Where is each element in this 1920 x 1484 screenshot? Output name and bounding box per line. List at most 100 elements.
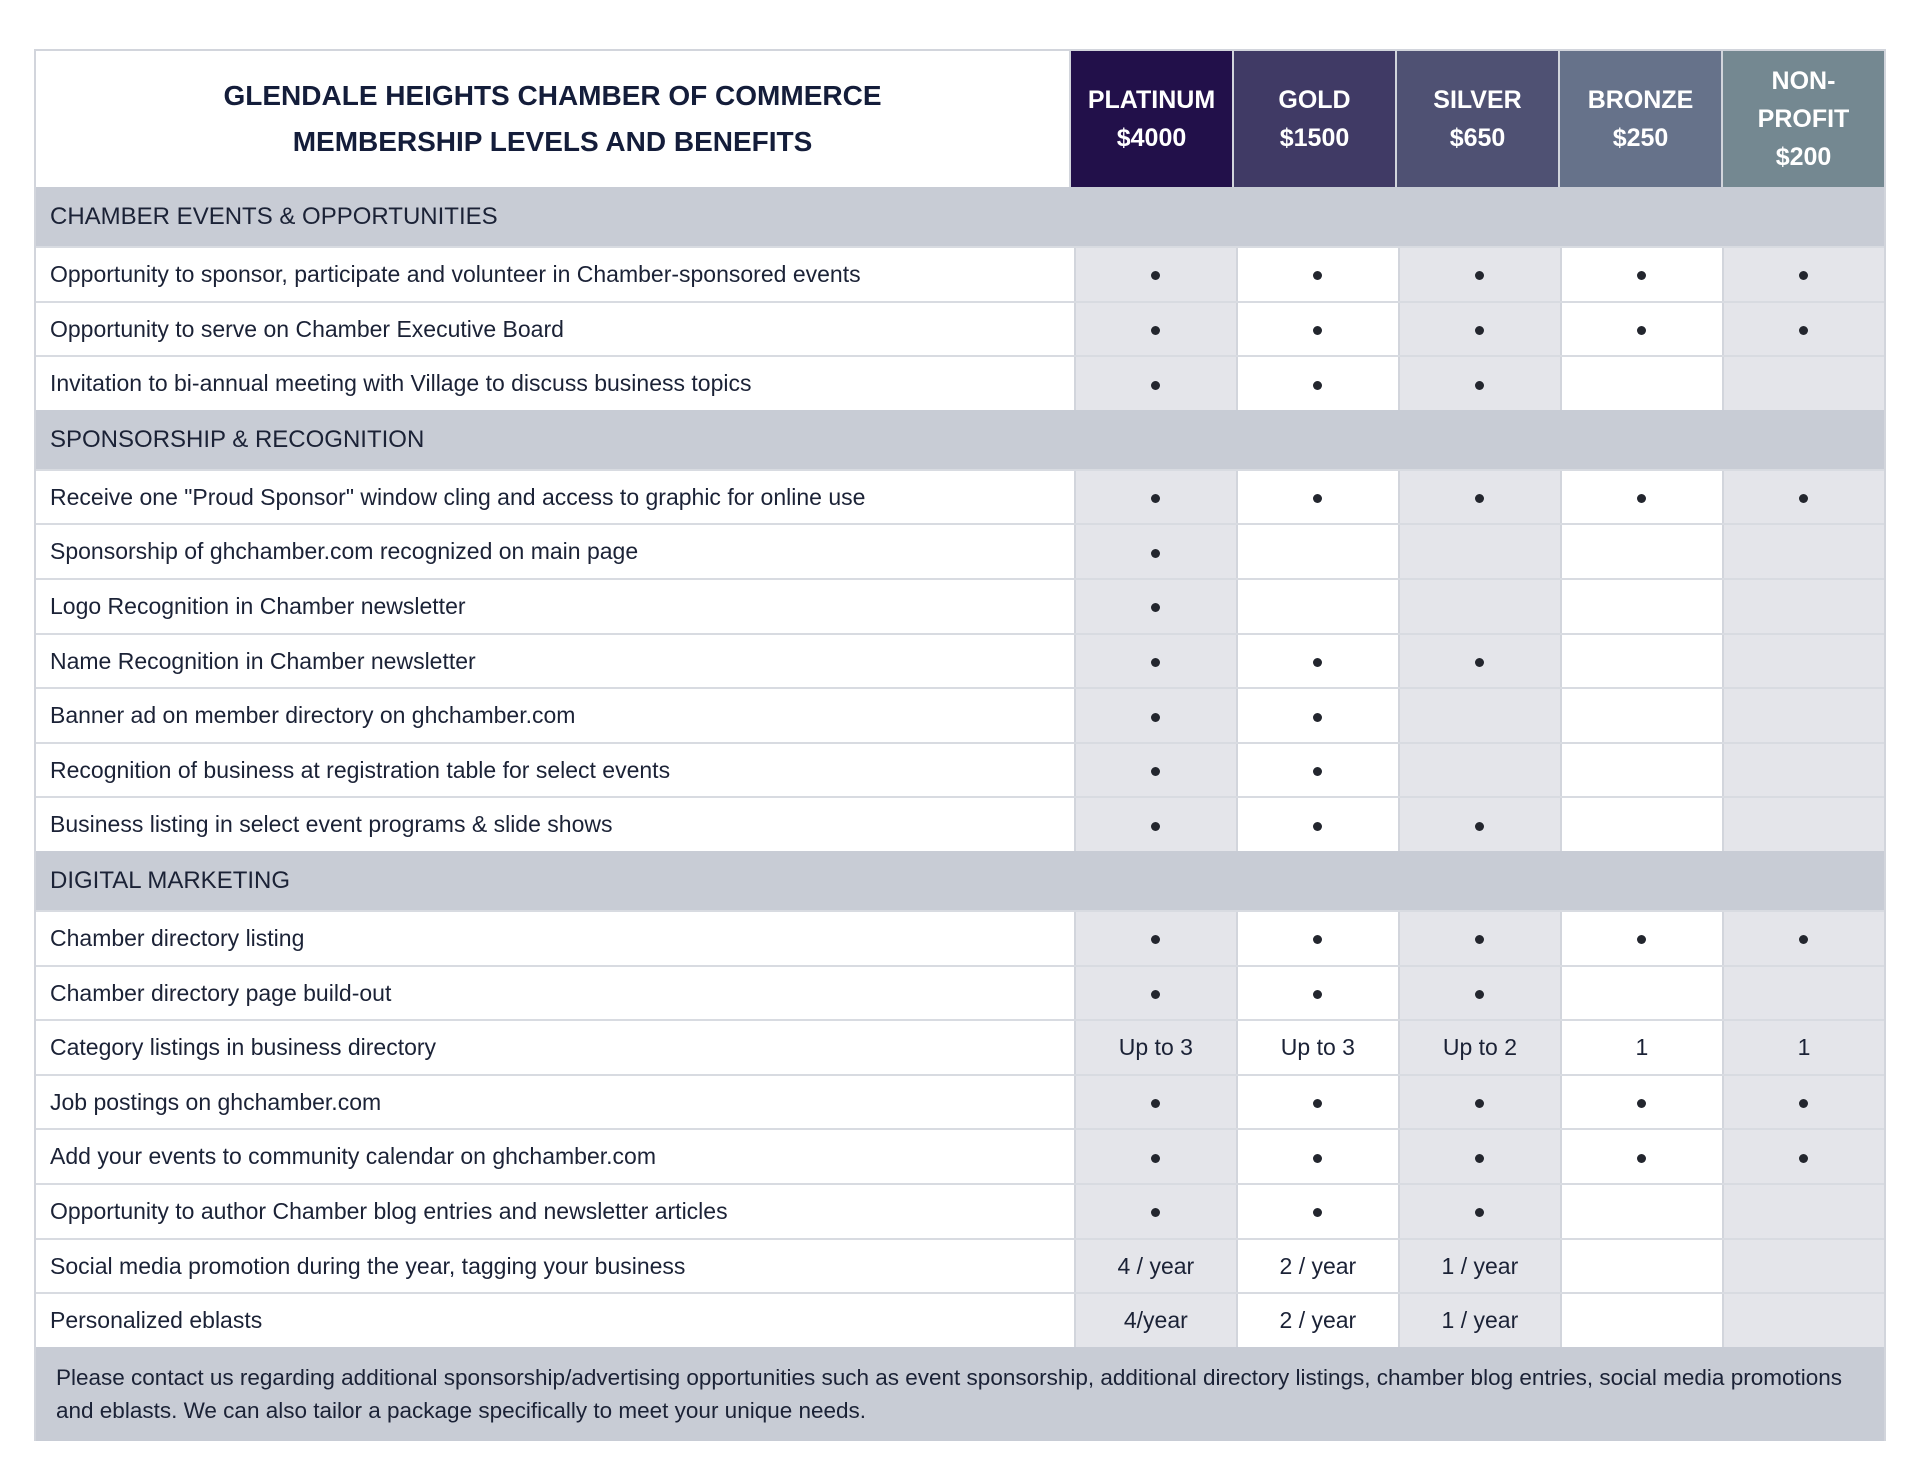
included-cell — [1073, 689, 1236, 742]
bullet-icon — [1313, 494, 1323, 504]
included-cell — [1397, 357, 1560, 410]
value-cell: Up to 3 — [1235, 1021, 1398, 1074]
empty-cell — [1559, 579, 1722, 633]
table-row: Personalized eblasts 4/year 2 / year 1 / ye… — [36, 1292, 1884, 1347]
benefit-label: Category listings in business directory — [50, 1034, 437, 1061]
included-cell — [1235, 302, 1398, 356]
included-cell — [1721, 1075, 1884, 1129]
value-cell: 4 / year — [1073, 1239, 1236, 1293]
section-header: CHAMBER EVENTS & OPPORTUNITIES — [36, 187, 1884, 246]
bullet-icon — [1151, 326, 1161, 336]
included-cell — [1073, 1184, 1236, 1238]
table-row: Opportunity to sponsor, participate and … — [36, 246, 1884, 301]
bullet-icon — [1475, 821, 1485, 831]
benefit-label: Sponsorship of ghchamber.com recognized … — [50, 538, 639, 565]
tier-header-silver: SILVER $650 — [1395, 51, 1558, 187]
included-cell — [1073, 248, 1236, 301]
value-cell: 2 / year — [1235, 1294, 1398, 1347]
tier-price: $200 — [1775, 143, 1832, 171]
bullet-icon — [1799, 271, 1809, 281]
bullet-icon — [1799, 935, 1809, 945]
benefit-label: Chamber directory listing — [50, 924, 305, 951]
empty-cell — [1397, 579, 1560, 633]
included-cell — [1073, 966, 1236, 1020]
included-cell — [1397, 798, 1560, 851]
included-cell — [1559, 1130, 1722, 1183]
included-cell — [1721, 470, 1884, 524]
table-row: Job postings on ghchamber.com — [36, 1073, 1884, 1129]
tier-header-bronze: BRONZE $250 — [1558, 51, 1721, 187]
included-cell — [1397, 302, 1560, 356]
included-cell — [1073, 470, 1236, 524]
included-cell — [1073, 743, 1236, 797]
included-cell — [1235, 634, 1398, 688]
bullet-icon — [1151, 494, 1161, 504]
table-row: Banner ad on member directory on ghchamb… — [36, 687, 1884, 742]
bullet-icon — [1151, 548, 1161, 558]
table-row: Recognition of business at registration … — [36, 741, 1884, 797]
table-row: Chamber directory page build-out — [36, 964, 1884, 1020]
benefit-label: Recognition of business at registration … — [50, 756, 671, 783]
included-cell — [1073, 357, 1236, 410]
included-cell — [1559, 302, 1722, 356]
included-cell — [1397, 966, 1560, 1020]
tier-name: GOLD — [1278, 86, 1351, 114]
empty-cell — [1559, 634, 1722, 688]
bullet-icon — [1475, 1208, 1485, 1218]
included-cell — [1721, 911, 1884, 965]
included-cell — [1235, 911, 1398, 965]
table-row: Opportunity to author Chamber blog entri… — [36, 1182, 1884, 1238]
benefit-label: Personalized eblasts — [50, 1307, 263, 1334]
benefit-label: Logo Recognition in Chamber newsletter — [50, 592, 466, 619]
empty-cell — [1721, 1184, 1884, 1238]
included-cell — [1559, 470, 1722, 524]
bullet-icon — [1151, 821, 1161, 831]
bullet-icon — [1151, 712, 1161, 722]
table-row: Social media promotion during the year, … — [36, 1237, 1884, 1293]
bullet-icon — [1313, 1153, 1323, 1163]
tier-header-gold: GOLD $1500 — [1232, 51, 1395, 187]
bullet-icon — [1475, 380, 1485, 390]
included-cell — [1235, 743, 1398, 797]
empty-cell — [1559, 357, 1722, 410]
empty-cell — [1235, 525, 1398, 578]
benefit-label: Chamber directory page build-out — [50, 979, 392, 1006]
bullet-icon — [1151, 1153, 1161, 1163]
bullet-icon — [1637, 326, 1647, 336]
benefit-label: Banner ad on member directory on ghchamb… — [50, 702, 576, 729]
empty-cell — [1559, 1239, 1722, 1293]
included-cell — [1073, 579, 1236, 633]
table-row: Business listing in select event program… — [36, 796, 1884, 851]
bullet-icon — [1475, 271, 1485, 281]
bullet-icon — [1475, 657, 1485, 667]
included-cell — [1397, 248, 1560, 301]
bullet-icon — [1799, 1153, 1809, 1163]
empty-cell — [1721, 579, 1884, 633]
benefit-label: Receive one "Proud Sponsor" window cling… — [50, 483, 866, 510]
benefit-label: Job postings on ghchamber.com — [50, 1088, 382, 1115]
empty-cell — [1559, 1294, 1722, 1347]
empty-cell — [1721, 634, 1884, 688]
value-cell: 1 / year — [1397, 1239, 1560, 1293]
bullet-icon — [1151, 989, 1161, 999]
included-cell — [1073, 798, 1236, 851]
included-cell — [1235, 798, 1398, 851]
empty-cell — [1721, 689, 1884, 742]
bullet-icon — [1799, 1099, 1809, 1109]
table-row: Receive one "Proud Sponsor" window cling… — [36, 468, 1884, 524]
included-cell — [1235, 248, 1398, 301]
included-cell — [1397, 1075, 1560, 1129]
bullet-icon — [1313, 712, 1323, 722]
value-cell: 2 / year — [1235, 1239, 1398, 1293]
tier-header-nonprofit: NON- PROFIT $200 — [1721, 51, 1884, 187]
tier-header-platinum: PLATINUM $4000 — [1069, 51, 1232, 187]
included-cell — [1073, 1075, 1236, 1129]
tier-price: $250 — [1612, 124, 1669, 152]
benefit-label: Business listing in select event program… — [50, 811, 613, 838]
bullet-icon — [1151, 657, 1161, 667]
included-cell — [1559, 911, 1722, 965]
bullet-icon — [1799, 326, 1809, 336]
title-line-1: GLENDALE HEIGHTS CHAMBER OF COMMERCE — [223, 80, 882, 111]
value-cell: 1 — [1559, 1021, 1722, 1074]
empty-cell — [1235, 579, 1398, 633]
